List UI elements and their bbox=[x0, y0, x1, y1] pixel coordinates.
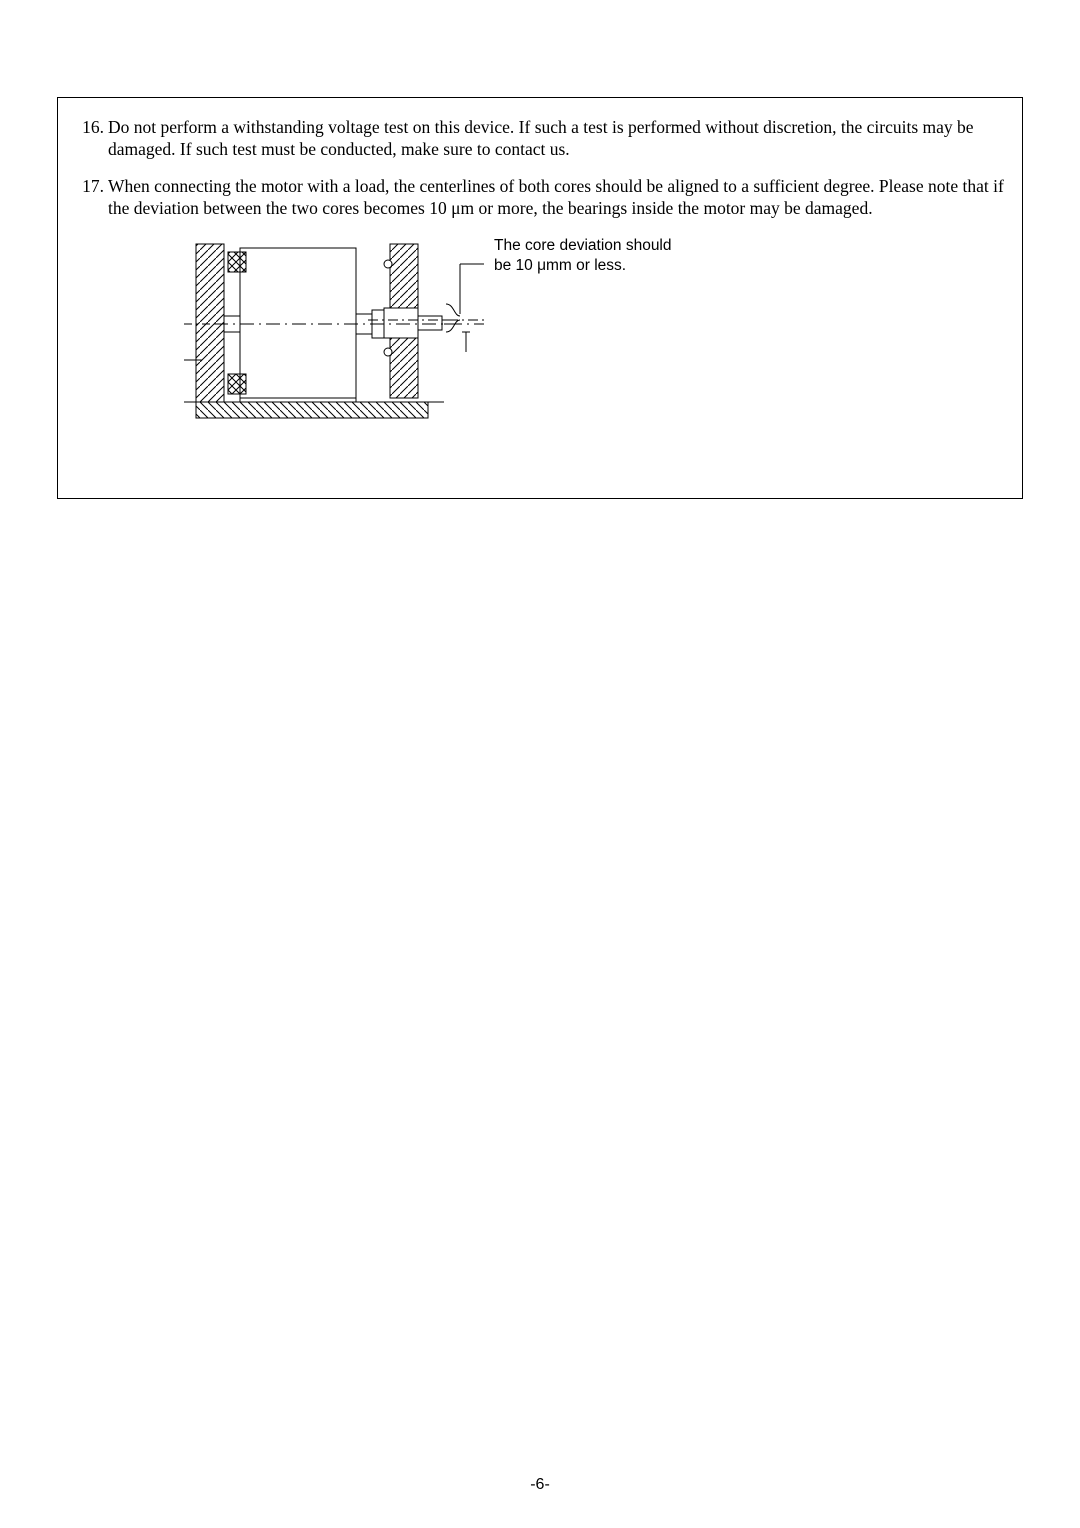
item-text: Do not perform a withstanding voltage te… bbox=[108, 116, 1004, 161]
item-number: 17. bbox=[74, 175, 108, 220]
alignment-diagram bbox=[184, 234, 484, 431]
item-list: 16. Do not perform a withstanding voltag… bbox=[58, 98, 1022, 441]
diagram-row: The core deviation should be 10 μmm or l… bbox=[184, 234, 1004, 431]
list-item: 17. When connecting the motor with a loa… bbox=[74, 175, 1004, 220]
callout-line2: be 10 μmm or less. bbox=[494, 257, 626, 274]
item-text: When connecting the motor with a load, t… bbox=[108, 175, 1004, 220]
list-item: 16. Do not perform a withstanding voltag… bbox=[74, 116, 1004, 161]
content-box: 16. Do not perform a withstanding voltag… bbox=[57, 97, 1023, 499]
page-number: -6- bbox=[0, 1476, 1080, 1494]
item-number: 16. bbox=[74, 116, 108, 161]
diagram-callout: The core deviation should be 10 μmm or l… bbox=[494, 236, 672, 276]
callout-line1: The core deviation should bbox=[494, 237, 672, 254]
